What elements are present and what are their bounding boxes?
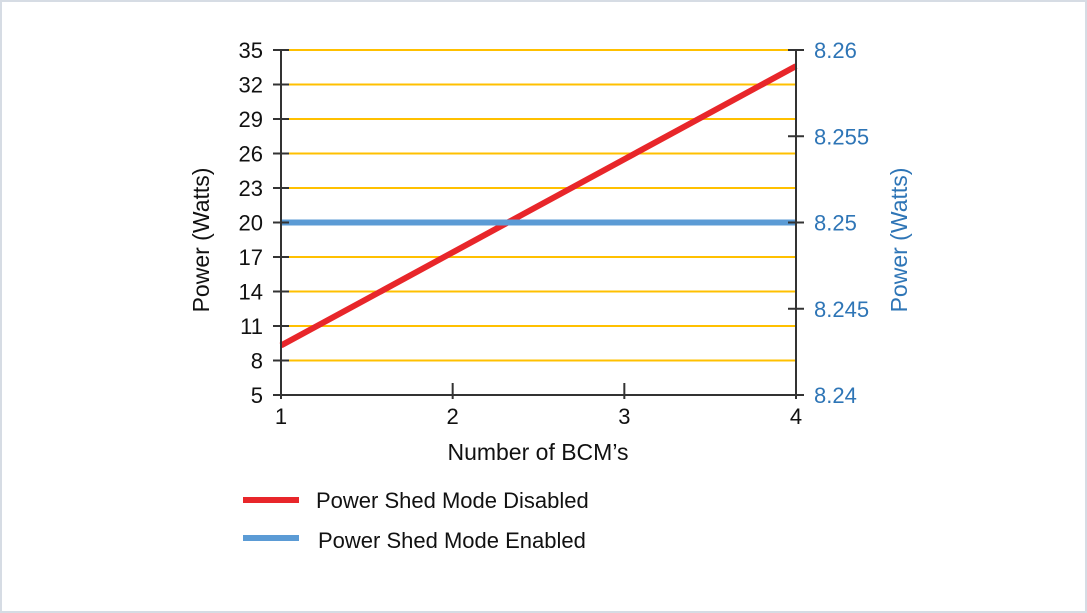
series-line-power-shed-disabled	[279, 63, 798, 349]
y-right-tick-label: 8.245	[814, 297, 869, 322]
y-left-tick-label: 23	[239, 176, 263, 201]
y-left-tick-label: 26	[239, 142, 263, 167]
y-left-tick-label: 29	[239, 107, 263, 132]
series-lines	[279, 63, 798, 349]
y-left-tick-label: 8	[251, 349, 263, 374]
y-right-tick-label: 8.26	[814, 38, 857, 63]
axes	[273, 49, 804, 399]
x-tick-label: 2	[447, 404, 459, 429]
y-left-tick-label: 11	[240, 314, 263, 339]
y-left-tick-label: 5	[251, 383, 263, 408]
y-left-tick-label: 35	[239, 38, 263, 63]
y-left-tick-label: 20	[239, 211, 263, 236]
x-axis-label: Number of BCM’s	[447, 439, 628, 465]
legend-label-disabled: Power Shed Mode Disabled	[316, 488, 589, 513]
y-axis-right-label: Power (Watts)	[886, 168, 912, 313]
x-tick-label: 4	[790, 404, 802, 429]
y-right-tick-label: 8.24	[814, 383, 857, 408]
y-left-tick-label: 32	[239, 73, 263, 98]
gridlines	[281, 49, 796, 362]
y-right-tick-label: 8.255	[814, 124, 869, 149]
x-tick-label: 1	[275, 404, 287, 429]
y-axis-left-label: Power (Watts)	[188, 168, 214, 313]
x-tick-label: 3	[618, 404, 630, 429]
y-right-tick-label: 8.25	[814, 211, 857, 236]
y-left-tick-label: 14	[239, 280, 263, 305]
tick-labels: 581114172023262932358.248.2458.258.2558.…	[239, 38, 870, 429]
legend: Power Shed Mode Disabled Power Shed Mode…	[243, 488, 589, 553]
legend-label-enabled: Power Shed Mode Enabled	[318, 528, 586, 553]
y-left-tick-label: 17	[239, 245, 263, 270]
